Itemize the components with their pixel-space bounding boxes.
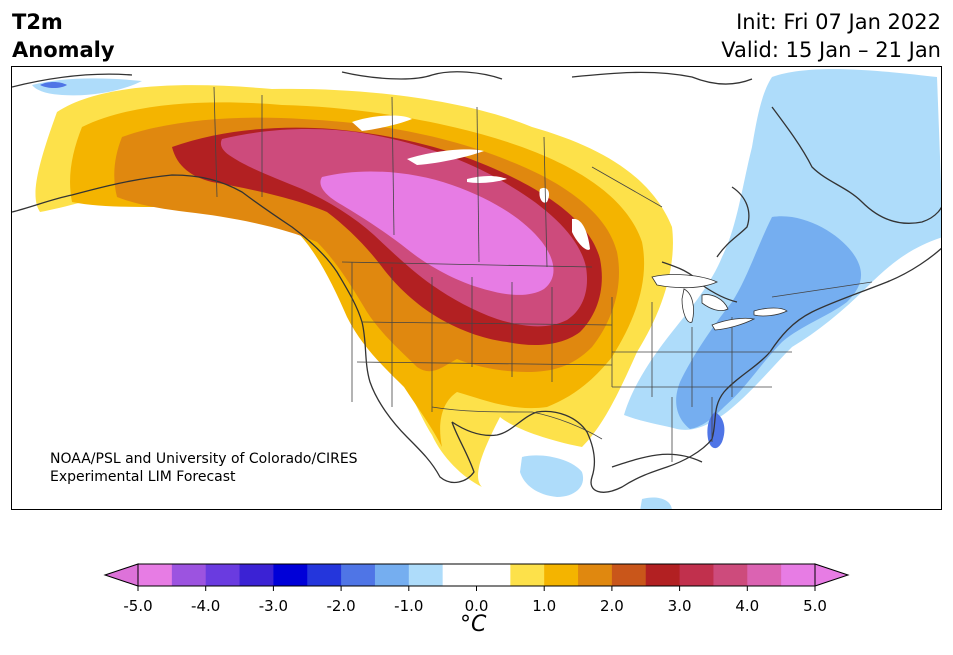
colorbar-cell [171, 564, 207, 586]
lake [352, 115, 412, 131]
forecast-dates: Init: Fri 07 Jan 2022 Valid: 15 Jan – 21… [721, 8, 941, 64]
lake [467, 176, 507, 183]
colorbar-cell [476, 564, 511, 586]
lake [407, 149, 484, 165]
colorbar-tick-label: 5.0 [803, 597, 827, 615]
colorbar-cell [138, 564, 173, 586]
lake [539, 187, 550, 203]
credit-text: NOAA/PSL and University of Colorado/CIRE… [50, 450, 358, 486]
title-line-1: T2m [12, 10, 63, 34]
map-title: T2m Anomaly [12, 8, 115, 64]
coastlines [12, 71, 941, 493]
colorbar-cell [273, 564, 308, 586]
valid-range: Valid: 15 Jan – 21 Jan [721, 38, 941, 62]
colorbar-tick-label: 1.0 [532, 597, 556, 615]
colorbar-cell [611, 564, 647, 586]
colorbar-cell [645, 564, 681, 586]
map-canvas [12, 69, 941, 509]
colorbar-tick-label: -1.0 [394, 597, 423, 615]
colorbar-ticks: -5.0 -4.0 -3.0 -2.0 -1.0 0.0 1.0 2.0 3.0 4.0 5.0 [123, 586, 827, 615]
colorbar-tick-label: -2.0 [326, 597, 355, 615]
cool-anomaly-light-blue-mexico [520, 455, 584, 497]
colorbar-cell [374, 564, 410, 586]
title-line-2: Anomaly [12, 38, 115, 62]
colorbar-tick-label: 3.0 [668, 597, 692, 615]
colorbar-tick-label: 0.0 [465, 597, 489, 615]
colorbar-cell [679, 564, 714, 586]
warm-anomaly-pink [320, 171, 554, 295]
colorbar-cell [781, 564, 816, 586]
colorbar-tick-label: -3.0 [259, 597, 288, 615]
colorbar-tick-label: -5.0 [123, 597, 152, 615]
cool-anomaly-blue-alaska [40, 82, 67, 88]
colorbar-cell [239, 564, 274, 586]
colorbar-tick-label: 4.0 [735, 597, 759, 615]
colorbar-cell [205, 564, 241, 586]
colorbar-cell [408, 564, 444, 586]
credit-line-1: NOAA/PSL and University of Colorado/CIRE… [50, 451, 358, 467]
colorbar-cell [578, 564, 613, 586]
colorbar-cell [510, 564, 545, 586]
colorbar-cell [713, 564, 748, 586]
great-lakes [651, 274, 788, 331]
cool-anomaly-blue [676, 216, 862, 429]
colorbar-cell [747, 564, 782, 586]
colorbar-tick-label: 2.0 [600, 597, 624, 615]
colorbar-unit-label: °C [460, 612, 487, 637]
colorbar-cell [544, 564, 579, 586]
anomaly-map: NOAA/PSL and University of Colorado/CIRE… [11, 66, 942, 510]
colorbar-max-arrow [814, 563, 850, 587]
lake [572, 218, 590, 250]
colorbar-tick-label: -4.0 [191, 597, 220, 615]
cool-anomaly-light-blue-caribbean [640, 497, 672, 509]
init-date: Init: Fri 07 Jan 2022 [736, 10, 941, 34]
colorbar-cell [341, 564, 376, 586]
colorbar-cell [307, 564, 342, 586]
colorbar-cell [442, 564, 477, 586]
colorbar-cells [138, 564, 816, 586]
credit-line-2: Experimental LIM Forecast [50, 469, 236, 485]
political-borders [213, 86, 873, 462]
colorbar-min-arrow [103, 563, 139, 587]
